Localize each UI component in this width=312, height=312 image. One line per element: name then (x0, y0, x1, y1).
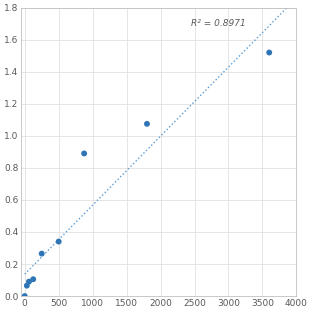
Point (24, 283, 29, 288)
Point (39, 251, 44, 256)
Point (22, 294, 27, 299)
Point (144, 121, 149, 126)
Point (56, 239, 61, 244)
Point (31, 277, 36, 282)
Point (82, 151, 87, 156)
Text: R² = 0.8971: R² = 0.8971 (191, 19, 246, 28)
Point (27, 279, 32, 284)
Point (267, 50, 272, 55)
